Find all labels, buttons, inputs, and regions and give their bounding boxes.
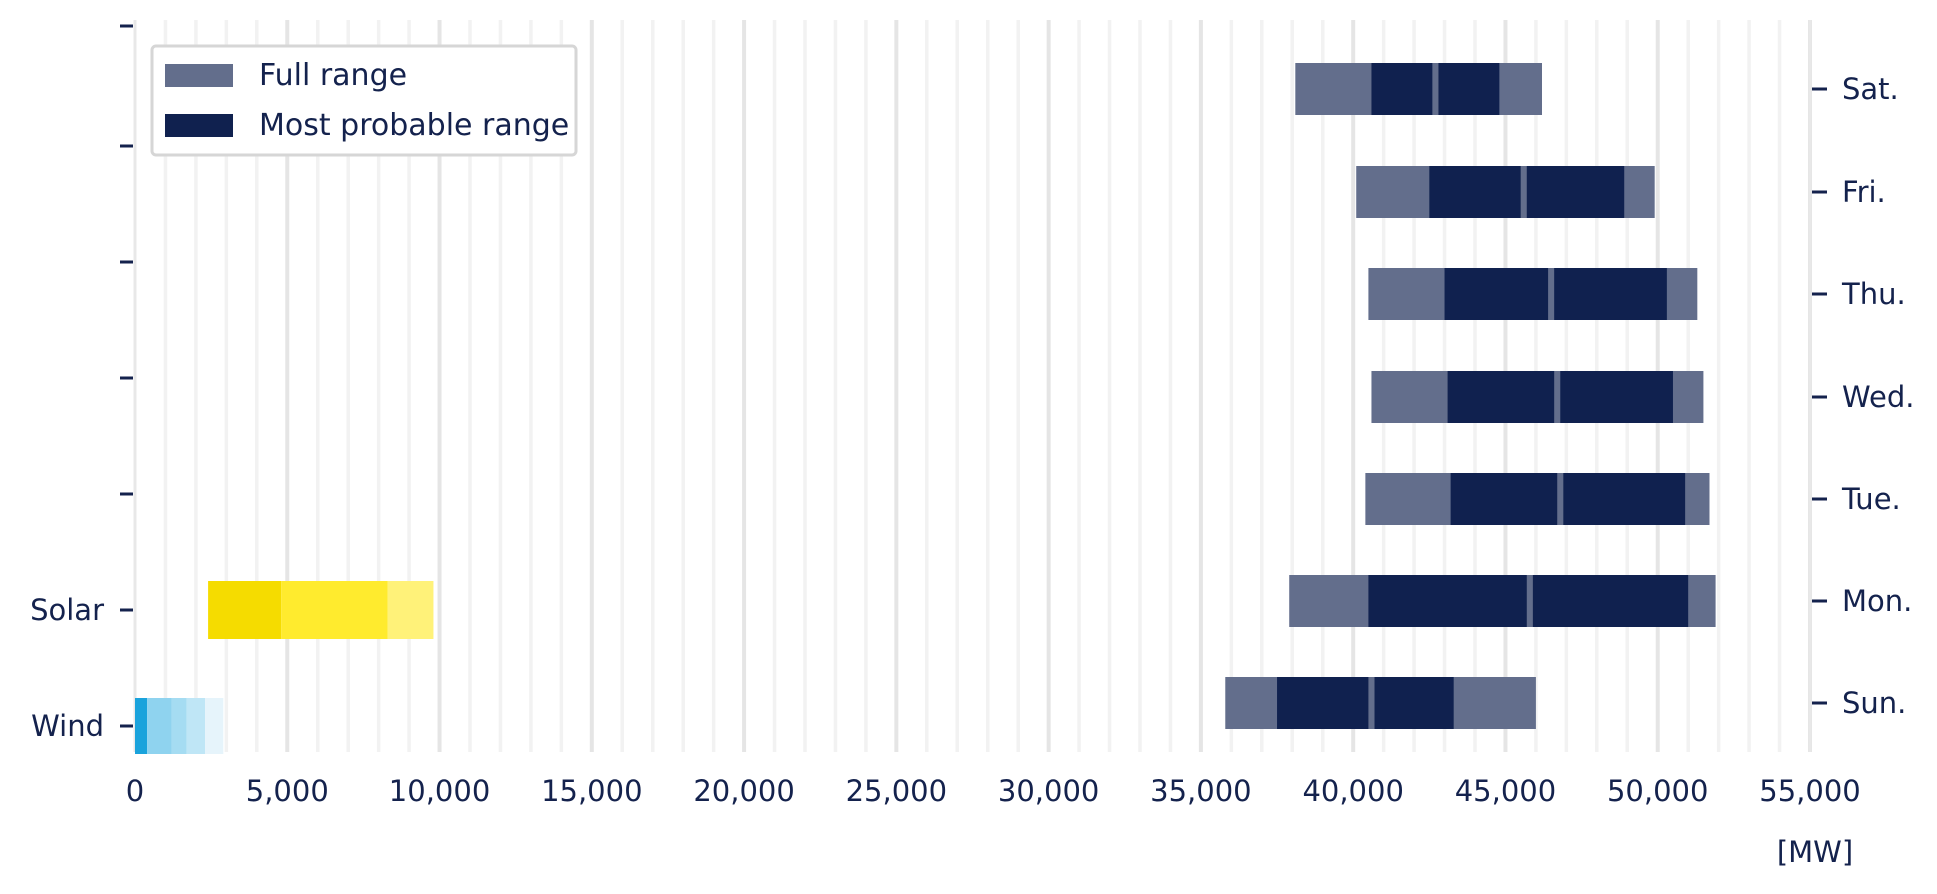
right-axis-label: Thu.	[1841, 277, 1906, 311]
x-tick-label: 15,000	[541, 774, 642, 808]
solar-segment	[281, 581, 388, 639]
day-range-bars	[1225, 63, 1716, 729]
left-axis-label: Solar	[30, 593, 104, 627]
solar-segment	[387, 581, 434, 639]
probable-range-bar	[1438, 63, 1500, 115]
right-axis-label: Wed.	[1842, 380, 1914, 414]
probable-range-bar	[1560, 371, 1673, 423]
right-axis-label: Tue.	[1841, 482, 1901, 516]
x-axis-unit-label: [MW]	[1777, 835, 1853, 869]
probable-range-bar	[1450, 473, 1558, 525]
probable-range-bar	[1563, 473, 1686, 525]
x-tick-label: 30,000	[998, 774, 1099, 808]
renewable-bars	[135, 581, 434, 754]
solar-segment	[208, 581, 282, 639]
x-tick-label: 40,000	[1302, 774, 1403, 808]
probable-range-bar	[1532, 575, 1689, 627]
axes	[133, 20, 1812, 752]
probable-range-bar	[1429, 166, 1521, 218]
probable-range-bar	[1447, 371, 1555, 423]
probable-range-bar	[1444, 268, 1549, 320]
left-axis-label: Wind	[31, 709, 104, 743]
right-axis-label: Mon.	[1842, 584, 1912, 618]
wind-segment	[186, 698, 206, 754]
probable-range-bar	[1371, 63, 1433, 115]
legend-label: Most probable range	[259, 108, 569, 143]
right-axis-label: Fri.	[1842, 175, 1886, 209]
probable-range-bar	[1368, 575, 1527, 627]
wind-segment	[171, 698, 187, 754]
legend-box	[150, 44, 578, 157]
legend-swatch	[165, 114, 233, 137]
right-axis-label: Sat.	[1842, 72, 1899, 106]
wind-segment	[147, 698, 172, 754]
x-tick-label: 45,000	[1455, 774, 1556, 808]
x-tick-label: 55,000	[1759, 774, 1860, 808]
x-tick-label: 0	[126, 774, 144, 808]
left-axis-ticks: Wind Solar	[30, 24, 133, 743]
probable-range-bar	[1526, 166, 1625, 218]
right-axis-label: Sun.	[1842, 686, 1906, 720]
x-axis-ticks: 0 5,000 10,000 15,000 20,000 25,000 30,000 35,0…	[126, 774, 1861, 808]
legend-label: Full range	[259, 58, 407, 93]
probable-range-bar	[1277, 677, 1369, 729]
legend: Full range Most probable range	[150, 44, 578, 157]
wind-segment	[135, 698, 148, 754]
x-tick-label: 25,000	[846, 774, 947, 808]
x-tick-label: 10,000	[389, 774, 490, 808]
x-tick-label: 20,000	[693, 774, 794, 808]
x-tick-label: 35,000	[1150, 774, 1251, 808]
probable-range-bar	[1554, 268, 1667, 320]
legend-swatch	[165, 64, 233, 87]
probable-range-bar	[1374, 677, 1454, 729]
x-tick-label: 5,000	[246, 774, 329, 808]
x-tick-label: 50,000	[1607, 774, 1708, 808]
right-axis-ticks: Sun. Mon. Tue. Wed. Thu. Fri. Sat.	[1812, 72, 1914, 720]
wind-segment	[205, 698, 224, 754]
